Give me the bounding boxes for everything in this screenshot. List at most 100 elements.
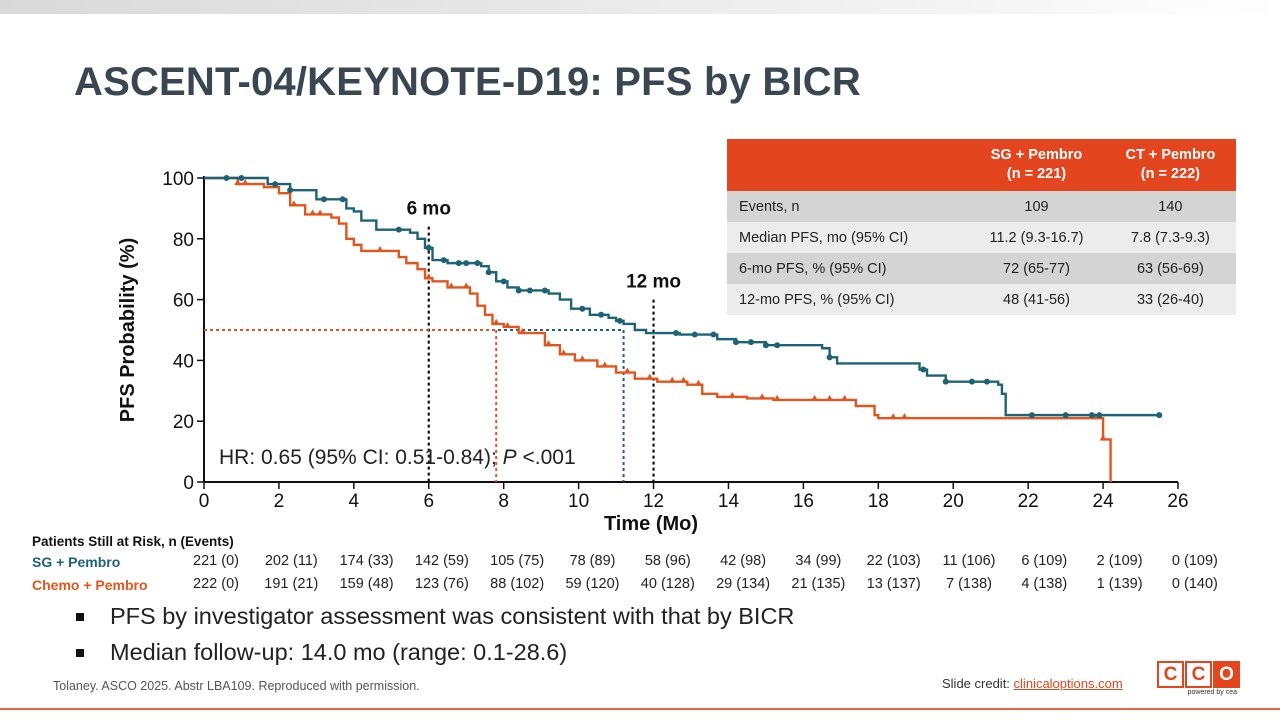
- at-risk-cell: 105 (75): [490, 553, 545, 569]
- x-tick-label: 0: [199, 491, 210, 512]
- censor-mark: [223, 175, 230, 181]
- sg-value: 72 (65-77): [968, 253, 1105, 284]
- censor-mark: [826, 394, 834, 401]
- at-risk-cell: 202 (11): [264, 553, 318, 569]
- censor-mark: [601, 361, 609, 368]
- slide-title: ASCENT-04/KEYNOTE-D19: PFS by BICR: [74, 60, 861, 104]
- at-risk-cell: 58 (96): [644, 553, 691, 569]
- censor-mark: [968, 378, 975, 385]
- x-tick-label: 18: [868, 491, 889, 512]
- row-label: Events, n: [727, 191, 969, 222]
- at-risk-cell: 1 (139): [1096, 576, 1143, 592]
- censor-mark: [1096, 412, 1103, 419]
- at-risk-cell: 142 (59): [414, 553, 469, 569]
- censor-mark: [503, 321, 511, 328]
- x-tick-label: 20: [943, 491, 964, 512]
- x-tick-label: 14: [718, 491, 740, 512]
- logo-tagline: powered by cea: [1187, 689, 1237, 696]
- at-risk-cell: 40 (128): [640, 576, 695, 592]
- censor-mark: [238, 175, 245, 181]
- censor-mark: [732, 339, 739, 346]
- y-tick-label: 20: [173, 412, 194, 433]
- censor-mark: [668, 376, 676, 383]
- bullet-square-icon: [76, 649, 84, 657]
- sg-pembro-curve: [204, 176, 1160, 417]
- at-risk-cell: 6 (109): [1021, 553, 1068, 569]
- censor-mark: [920, 366, 927, 373]
- bottom-rule: [0, 708, 1280, 710]
- bullet-list: PFS by investigator assessment was consi…: [74, 600, 794, 672]
- censor-mark: [272, 181, 279, 188]
- censor-mark: [728, 391, 736, 398]
- at-risk-heading: Patients Still at Risk, n (Events): [32, 534, 234, 549]
- censor-mark: [395, 226, 402, 233]
- at-risk-cell: 13 (137): [866, 576, 921, 592]
- hr-p-label: P: [503, 446, 517, 469]
- at-risk-row-label: SG + Pembro: [32, 554, 121, 570]
- censor-mark: [774, 342, 781, 349]
- censor-mark: [826, 354, 833, 361]
- censor-mark: [376, 245, 384, 252]
- bullet-item: PFS by investigator assessment was consi…: [74, 600, 794, 636]
- y-tick-label: 0: [183, 473, 194, 494]
- at-risk-row-label: Chemo + Pembro: [32, 577, 148, 593]
- hr-p-value: <.001: [517, 446, 576, 469]
- credit-link[interactable]: clinicaloptions.com: [1013, 676, 1123, 691]
- censor-mark: [1099, 434, 1107, 441]
- censor-mark: [691, 331, 698, 338]
- at-risk-cell: 4 (138): [1021, 576, 1068, 592]
- at-risk-cell: 22 (103): [866, 553, 921, 569]
- censor-mark: [518, 328, 526, 335]
- censor-mark: [694, 379, 702, 386]
- at-risk-cell: 78 (89): [569, 553, 616, 569]
- x-tick-label: 2: [274, 491, 285, 512]
- censor-mark: [616, 317, 623, 324]
- at-risk-cell: 174 (33): [339, 553, 394, 569]
- results-table: SG + Pembro (n = 221) CT + Pembro (n = 222…: [727, 139, 1236, 315]
- censor-mark: [455, 260, 462, 267]
- bullet-item: Median follow-up: 14.0 mo (range: 0.1-28…: [74, 636, 794, 672]
- sg-value: 48 (41-56): [968, 284, 1105, 315]
- y-axis-label: PFS Probability (%): [117, 238, 139, 422]
- censor-mark: [425, 244, 432, 251]
- censor-mark: [1088, 412, 1095, 419]
- ct-value: 7.8 (7.3-9.3): [1104, 222, 1236, 253]
- censor-mark: [515, 287, 522, 294]
- top-banner: [0, 0, 1280, 14]
- censor-mark: [579, 305, 586, 312]
- censor-mark: [290, 200, 298, 207]
- y-tick-label: 100: [162, 169, 194, 190]
- censor-mark: [320, 196, 327, 203]
- hazard-ratio-text: HR: 0.65 (95% CI: 0.51-0.84); P <.001: [219, 446, 576, 469]
- logo-letter: C: [1185, 661, 1212, 688]
- censor-mark: [241, 179, 249, 186]
- x-tick-label: 12: [643, 491, 664, 512]
- y-tick-label: 60: [173, 291, 194, 312]
- censor-mark: [623, 367, 631, 374]
- chemo-pembro-curve: [204, 176, 1112, 482]
- censor-mark: [545, 340, 553, 347]
- table-row: Events, n 109 140: [727, 191, 1236, 222]
- landmark-label: 12 mo: [626, 272, 681, 293]
- censor-mark: [339, 196, 346, 203]
- table-row: 6-mo PFS, % (95% CI) 72 (65-77) 63 (56-6…: [727, 253, 1236, 284]
- slide-credit: Slide credit: clinicaloptions.com: [942, 676, 1123, 691]
- at-risk-cell: 159 (48): [339, 576, 394, 592]
- censor-mark: [758, 393, 766, 400]
- censor-mark: [942, 378, 949, 385]
- at-risk-cell: 29 (134): [716, 576, 771, 592]
- censor-mark: [485, 269, 492, 276]
- logo-letter: C: [1157, 661, 1184, 688]
- row-label: 6-mo PFS, % (95% CI): [727, 253, 969, 284]
- censor-mark: [560, 349, 568, 356]
- sg-value: 11.2 (9.3-16.7): [968, 222, 1105, 253]
- x-tick-label: 6: [423, 491, 434, 512]
- censor-mark: [710, 331, 717, 338]
- table-header-ct: CT + Pembro (n = 222): [1104, 139, 1236, 191]
- censor-mark: [901, 413, 909, 420]
- censor-mark: [447, 282, 455, 289]
- censor-mark: [287, 187, 294, 194]
- censor-mark: [316, 209, 324, 216]
- x-tick-label: 24: [1093, 491, 1115, 512]
